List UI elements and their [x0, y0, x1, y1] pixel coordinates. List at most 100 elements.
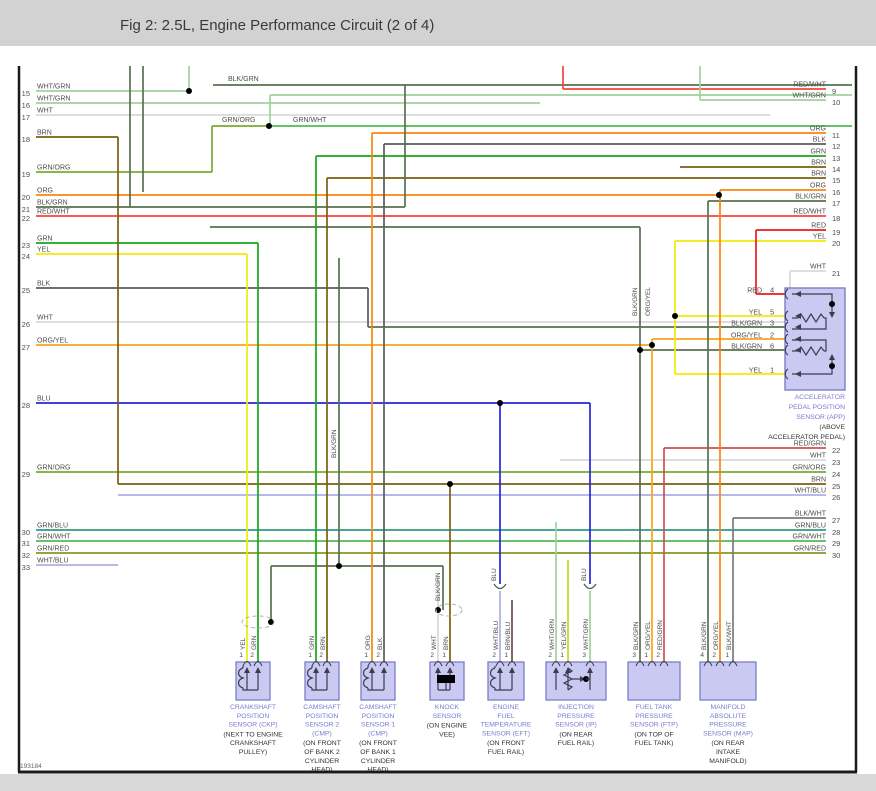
label: POSITION — [237, 713, 270, 720]
label: ORG/YEL — [37, 338, 68, 345]
label: INJECTION — [558, 704, 594, 711]
sensor-box — [429, 661, 465, 701]
label: PRESSURE — [635, 713, 673, 720]
rotated-wire-label: BLK/GRN — [633, 621, 640, 650]
label: 3 — [582, 652, 586, 659]
label: (ON FRONT — [359, 740, 397, 747]
arrowhead — [829, 354, 835, 360]
pin-connector-icon — [715, 660, 725, 667]
junction-dot — [497, 400, 503, 406]
label: BLK — [37, 281, 51, 288]
label: POSITION — [306, 713, 339, 720]
label: 2 — [319, 652, 323, 659]
label: BRN — [811, 160, 826, 167]
label: CYLINDER — [305, 758, 339, 765]
label: 29 — [22, 470, 30, 479]
label: BLK/GRN — [228, 76, 259, 83]
label: 3 — [632, 652, 636, 659]
label: 30 — [22, 528, 30, 537]
coil-icon — [306, 667, 314, 689]
label: HEAD) — [367, 767, 388, 774]
label: ORG — [37, 188, 53, 195]
label: 26 — [832, 493, 840, 502]
label: PEDAL POSITION — [789, 404, 845, 411]
sensor-box — [699, 661, 757, 701]
label: KNOCK — [435, 704, 460, 711]
label: CAMSHAFT — [303, 704, 340, 711]
rotated-wire-label: GRN — [251, 635, 258, 650]
sensor-map: BLK/GRN 4 ORG/YEL 2 BLK/WHT 1 MANIFOLD ABSOLUTE… — [699, 621, 757, 765]
label: PRESSURE — [709, 722, 747, 729]
label: BRN — [811, 171, 826, 178]
label: YEL — [813, 234, 826, 241]
label: 1 — [644, 652, 648, 659]
inline-wire-labels: BLK/GRN GRN/ORG GRN/WHT BLK/GRN BLK/GRN BLU BL… — [222, 76, 652, 601]
label: 15 — [22, 89, 30, 98]
rotated-wire-label: RED/GRN — [657, 620, 664, 650]
junction-dot — [829, 301, 835, 307]
label: 19 — [832, 228, 840, 237]
label: INTAKE — [716, 749, 741, 756]
label: 17 — [832, 199, 840, 208]
sensor-cmp1: ORG 1 BLK 2 CAMSHAFT POSITION SENSOR 1(CMP) (ON… — [359, 635, 397, 773]
junction-dot — [649, 342, 655, 348]
pin-connector-icon — [728, 660, 738, 667]
arrowhead — [244, 667, 250, 673]
pin-connector-icon — [703, 660, 713, 667]
pin-connector-icon — [379, 660, 389, 667]
label: 25 — [832, 482, 840, 491]
app-sensor-box — [784, 287, 846, 391]
rotated-wire-label: GRN — [309, 635, 316, 650]
label: ABSOLUTE — [710, 713, 747, 720]
pin-connector-icon — [367, 660, 377, 667]
label: BLK/GRN — [37, 200, 68, 207]
pin-connector-icon — [784, 310, 789, 322]
label: 1 — [364, 652, 368, 659]
bottom-margin — [0, 774, 876, 791]
label: RED/GRN — [794, 441, 826, 448]
label: GRN/RED — [37, 546, 69, 553]
label: (ON REAR — [711, 740, 744, 747]
label: 2 — [492, 652, 496, 659]
app-internal — [792, 339, 827, 352]
rotated-wire-label: BLU — [581, 568, 588, 581]
junction-dot — [186, 88, 192, 94]
label: (CMP) — [368, 730, 388, 737]
label: 20 — [832, 239, 840, 248]
label: HEAD) — [311, 767, 332, 774]
label: 27 — [22, 343, 30, 352]
label: WHT — [810, 453, 827, 460]
label: POSITION — [362, 713, 395, 720]
label: GRN/WHT — [293, 117, 327, 124]
label: RED/WHT — [37, 209, 70, 216]
label: (ON REAR — [559, 731, 592, 738]
title-bar — [0, 0, 876, 46]
arrowhead — [435, 667, 441, 673]
label: ORG — [810, 183, 826, 190]
label: ACCELERATOR PEDAL) — [768, 434, 845, 441]
junction-dot — [447, 481, 453, 487]
label: ACCELERATOR — [795, 394, 845, 401]
label: GRN/BLU — [37, 523, 68, 530]
label: 28 — [22, 401, 30, 410]
label: WHT — [810, 264, 827, 271]
label: OF BANK 1 — [360, 749, 396, 756]
rotated-wire-label: WHT/GRN — [549, 619, 556, 650]
label: GRN/WHT — [793, 534, 827, 541]
pin-connector-icon — [784, 321, 789, 333]
label: GRN/RED — [794, 546, 826, 553]
pin-connector-icon — [647, 660, 657, 667]
label: 23 — [22, 241, 30, 250]
sensor-eft: WHT/BLU 2 BRN/BLU 1 ENGINE FUEL TEMPERATURESEN… — [481, 620, 532, 756]
label: 1 — [442, 652, 446, 659]
sensor-ckp: YEL 1 GRN 2 CRANKSHAFT POSITION SENSOR (CKP) (N… — [223, 635, 283, 756]
label: SENSOR (EFT) — [482, 730, 530, 737]
label: ORG — [810, 126, 826, 133]
label: 4 — [770, 286, 774, 295]
rotated-wire-label: ORG — [365, 635, 372, 650]
pin-connector-icon — [784, 288, 789, 300]
label: (ON FRONT — [487, 740, 525, 747]
rotated-wire-label: WHT — [431, 635, 438, 650]
label: BLK/WHT — [795, 511, 827, 518]
wiper-wire — [586, 673, 591, 680]
